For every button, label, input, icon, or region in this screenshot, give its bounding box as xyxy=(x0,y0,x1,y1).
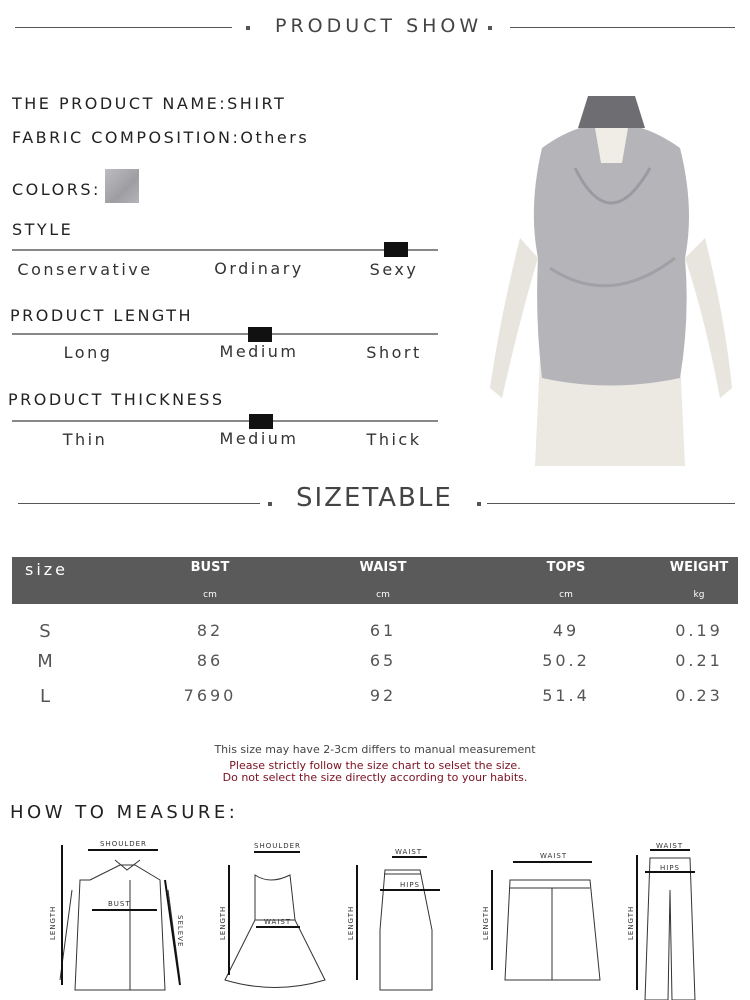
thickness-option: Thin xyxy=(62,430,108,449)
note-warning-2: Do not select the size directly accordin… xyxy=(222,771,528,784)
size-value: 0.23 xyxy=(675,686,723,705)
size-label: M xyxy=(37,651,53,672)
product-photo xyxy=(480,88,742,466)
column-header-waist: WAIST xyxy=(359,560,407,575)
column-unit-weight: kg xyxy=(693,590,705,600)
size-value: 92 xyxy=(369,686,397,705)
label-sleeve: SELEVE xyxy=(176,915,184,947)
mannequin-arm-right xyxy=(685,238,732,398)
column-header-tops: TOPS xyxy=(546,560,586,575)
how-to-measure-title: HOW TO MEASURE: xyxy=(10,802,239,823)
divider-left xyxy=(18,503,260,504)
fabric-label: FABRIC COMPOSITION: xyxy=(12,128,241,147)
divider-dot xyxy=(488,26,492,30)
jacket-illustration xyxy=(59,859,181,991)
label-shoulder: SHOULDER xyxy=(254,842,301,850)
thickness-scale-marker xyxy=(249,414,273,429)
size-value: 86 xyxy=(196,651,224,670)
size-label: L xyxy=(39,686,51,707)
size-value: 50.2 xyxy=(542,651,590,670)
style-scale-track xyxy=(12,249,438,251)
label-length: LENGTH xyxy=(49,906,57,940)
colors-label: COLORS: xyxy=(12,180,101,199)
product-name: THE PRODUCT NAME:SHIRT xyxy=(12,94,287,113)
section-title-sizetable: SIZETABLE xyxy=(296,483,453,513)
label-hips: HIPS xyxy=(400,881,420,889)
label-length: LENGTH xyxy=(482,906,490,940)
fabric-value: Others xyxy=(240,128,310,147)
style-scale-marker xyxy=(384,242,408,257)
label-bust: BUST xyxy=(108,900,131,908)
mannequin-arm-left xyxy=(490,238,538,398)
size-label: S xyxy=(39,621,51,642)
style-option: Sexy xyxy=(369,260,419,279)
label-waist: WAIST xyxy=(656,842,683,850)
style-title: STYLE xyxy=(12,220,74,239)
dress-illustration xyxy=(224,874,326,988)
size-table-header: size BUST cm WAIST cm TOPS cm WEIGHT kg xyxy=(12,557,738,604)
size-value: 49 xyxy=(552,621,580,640)
column-header-size: size xyxy=(25,560,69,579)
divider-dot xyxy=(246,26,250,30)
column-header-bust: BUST xyxy=(190,560,230,575)
length-title: PRODUCT LENGTH xyxy=(10,306,194,325)
mannequin-hips xyxy=(535,358,685,466)
length-option: Long xyxy=(63,343,113,362)
column-unit-waist: cm xyxy=(376,590,390,600)
label-length: LENGTH xyxy=(347,906,355,940)
divider-dot xyxy=(477,502,481,506)
column-unit-tops: cm xyxy=(559,590,573,600)
size-value: 61 xyxy=(369,621,397,640)
size-value: 65 xyxy=(369,651,397,670)
label-hips: HIPS xyxy=(660,864,680,872)
column-header-weight: WEIGHT xyxy=(669,560,729,575)
mannequin-neck xyxy=(595,128,628,163)
divider-dot xyxy=(268,502,272,506)
length-scale-marker xyxy=(248,327,272,342)
note-measurement: This size may have 2-3cm differs to manu… xyxy=(214,743,536,756)
thickness-option: Thick xyxy=(366,430,422,449)
label-waist: WAIST xyxy=(395,848,422,856)
size-value: 51.4 xyxy=(542,686,590,705)
thickness-scale-track xyxy=(12,420,438,422)
shorts-illustration xyxy=(504,879,601,981)
label-length: LENGTH xyxy=(627,906,635,940)
shirt-body xyxy=(533,123,689,386)
size-value: 82 xyxy=(196,621,224,640)
fabric-composition: FABRIC COMPOSITION:Others xyxy=(12,128,309,147)
thickness-title: PRODUCT THICKNESS xyxy=(8,390,225,409)
length-option: Medium xyxy=(219,342,299,361)
column-unit-bust: cm xyxy=(203,590,217,600)
label-waist: WAIST xyxy=(264,918,291,926)
divider-left xyxy=(15,27,232,28)
shirt-collar xyxy=(578,96,645,128)
color-swatch[interactable] xyxy=(105,169,139,203)
size-value: 0.19 xyxy=(675,621,723,640)
size-value: 0.21 xyxy=(675,651,723,670)
measure-illustrations: SHOULDER BUST LENGTH SELEVE SHOULDER WAI… xyxy=(49,840,696,1000)
style-option: Conservative xyxy=(17,260,153,279)
label-length: LENGTH xyxy=(219,906,227,940)
section-title-product-show: PRODUCT SHOW xyxy=(275,15,483,37)
divider-right xyxy=(487,503,735,504)
pants-illustration xyxy=(644,857,696,1000)
skirt-illustration xyxy=(379,869,433,991)
note-warning-1: Please strictly follow the size chart to… xyxy=(229,759,521,772)
divider-right xyxy=(510,27,735,28)
length-option: Short xyxy=(366,343,422,362)
thickness-option: Medium xyxy=(219,429,299,448)
label-waist: WAIST xyxy=(540,852,567,860)
length-scale-track xyxy=(12,333,438,335)
label-shoulder: SHOULDER xyxy=(100,840,147,848)
style-option: Ordinary xyxy=(214,259,304,278)
size-value: 7690 xyxy=(183,686,237,705)
